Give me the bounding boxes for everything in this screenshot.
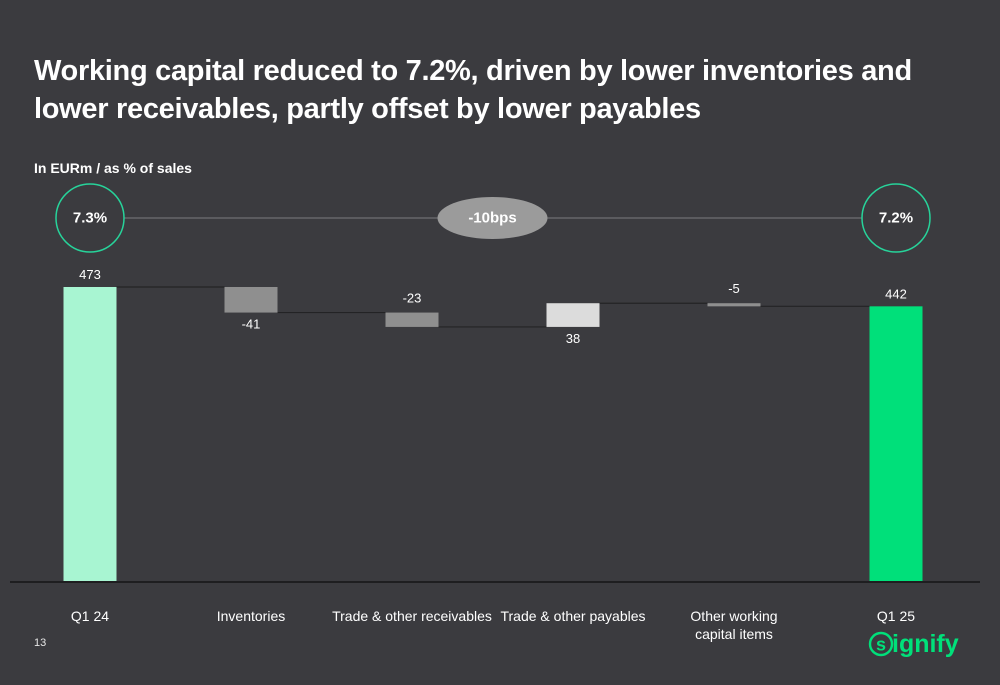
category-label-5: Q1 25 [877,608,915,624]
data-label-4: -5 [728,281,740,296]
data-label-1: -41 [242,317,261,332]
category-label-3: Trade & other payables [500,608,645,624]
ratio-row: 7.3% -10bps 7.2% [55,183,931,253]
ratio-change-label: -10bps [468,210,516,227]
bar-4 [707,303,761,307]
data-label-0: 473 [79,267,101,282]
ratio-change-ellipse [437,197,548,239]
unit-label: In EURm / as % of sales [34,160,192,176]
data-label-2: -23 [403,291,422,306]
bar-0 [63,287,117,582]
category-label-4-1: capital items [695,626,773,642]
page-number: 13 [34,637,47,649]
category-label-0: Q1 24 [71,608,109,624]
bar-1 [224,287,278,313]
ratio-start-label: 7.3% [73,210,107,227]
bar-3 [546,303,600,327]
category-label-4: Other working [690,608,777,624]
svg-text:s: s [876,635,886,655]
ratio-end-circle [861,183,931,253]
ratio-start-circle [55,183,125,253]
bar-5 [869,306,923,582]
svg-text:ignify: ignify [892,630,959,658]
bar-2 [385,312,439,327]
ratio-end-label: 7.2% [879,210,913,227]
data-label-5: 442 [885,286,907,301]
data-label-3: 38 [566,331,580,346]
slide-title: Working capital reduced to 7.2%, driven … [34,55,912,125]
category-label-2: Trade & other receivables [332,608,492,624]
category-label-1: Inventories [217,608,285,624]
signify-logo: s ignify [868,630,959,658]
